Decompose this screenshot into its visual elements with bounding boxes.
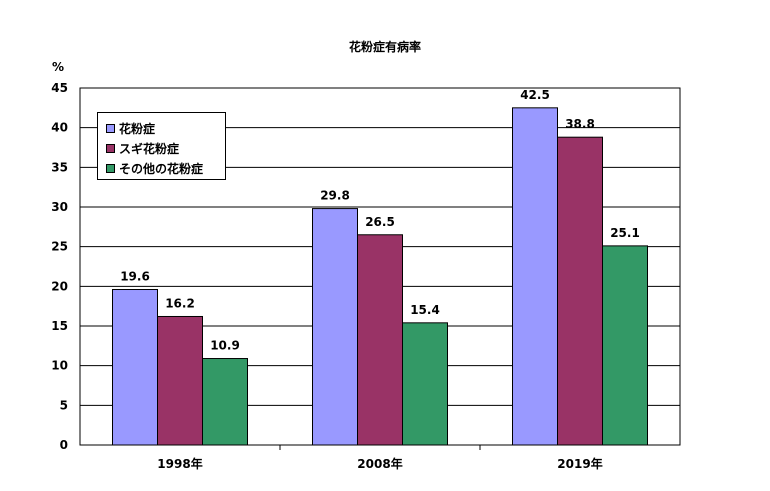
y-tick-label: 20 bbox=[51, 279, 68, 293]
bar bbox=[112, 289, 158, 446]
y-tick-label: 0 bbox=[60, 438, 68, 452]
bar bbox=[402, 322, 448, 446]
y-tick-label: 30 bbox=[51, 200, 68, 214]
y-tick-label: 35 bbox=[51, 160, 68, 174]
y-tick-label: 40 bbox=[51, 121, 68, 135]
legend-label: 花粉症 bbox=[119, 121, 156, 136]
bar bbox=[512, 107, 558, 446]
x-tick-label: 1998年 bbox=[157, 456, 202, 471]
data-label: 42.5 bbox=[520, 88, 550, 102]
legend-item: スギ花粉症 bbox=[106, 138, 225, 158]
legend-swatch bbox=[106, 163, 115, 173]
y-tick-label: 25 bbox=[51, 240, 68, 254]
data-label: 25.1 bbox=[610, 226, 640, 240]
legend-swatch bbox=[106, 143, 115, 153]
y-tick-label: 10 bbox=[51, 359, 68, 373]
bar bbox=[157, 315, 203, 446]
bar bbox=[602, 245, 648, 446]
y-tick-label: 45 bbox=[51, 81, 68, 95]
y-axis-unit-label: % bbox=[52, 60, 65, 74]
chart-title: 花粉症有病率 bbox=[348, 40, 421, 54]
legend: 花粉症 スギ花粉症 その他の花粉症 bbox=[97, 112, 226, 180]
bar bbox=[557, 136, 603, 446]
data-label: 10.9 bbox=[210, 339, 240, 353]
legend-item: その他の花粉症 bbox=[106, 158, 225, 178]
bar bbox=[357, 234, 403, 446]
y-tick-label: 5 bbox=[60, 398, 68, 412]
legend-item: 花粉症 bbox=[106, 118, 225, 138]
bar bbox=[312, 208, 358, 446]
data-label: 19.6 bbox=[120, 270, 150, 284]
y-tick-label: 15 bbox=[51, 319, 68, 333]
legend-swatch bbox=[106, 123, 115, 133]
data-label: 16.2 bbox=[165, 296, 195, 310]
legend-label: その他の花粉症 bbox=[119, 161, 204, 176]
x-tick-label: 2019年 bbox=[557, 456, 602, 471]
legend-label: スギ花粉症 bbox=[119, 141, 180, 156]
bar bbox=[202, 358, 248, 446]
data-label: 29.8 bbox=[320, 189, 350, 203]
data-label: 38.8 bbox=[565, 117, 595, 131]
data-label: 26.5 bbox=[365, 215, 395, 229]
data-label: 15.4 bbox=[410, 303, 440, 317]
x-tick-label: 2008年 bbox=[357, 456, 402, 471]
